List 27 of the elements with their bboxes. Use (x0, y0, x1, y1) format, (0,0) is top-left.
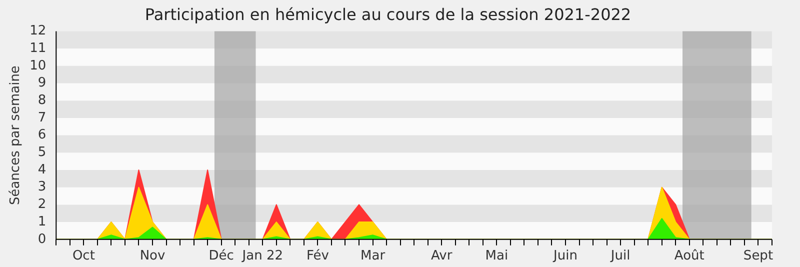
y-tick-label: 9 (38, 76, 46, 91)
y-tick-label: 3 (38, 180, 46, 195)
y-tick-label: 6 (38, 128, 46, 143)
y-tick-label: 10 (30, 58, 46, 74)
x-tick-label: Avr (431, 248, 453, 264)
x-tick-label: Déc (208, 248, 234, 264)
y-tick-label: 4 (38, 162, 46, 178)
x-tick-label: Jan 22 (241, 248, 283, 264)
x-tick-label: Mai (485, 248, 508, 264)
x-tick-label: Sept (743, 248, 774, 264)
y-tick-label: 8 (38, 92, 46, 108)
y-tick-label: 12 (30, 24, 46, 39)
x-tick-label: Août (674, 248, 704, 264)
chart-title: Participation en hémicycle au cours de la session 2021-2022 (144, 4, 632, 24)
y-tick-label: 7 (38, 110, 46, 126)
y-axis-title: Séances par semaine (8, 66, 24, 206)
x-tick-label: Fév (306, 248, 330, 264)
x-tick-label: Mar (360, 248, 386, 264)
y-tick-label: 1 (38, 214, 46, 230)
x-tick-label: Oct (72, 248, 95, 264)
x-tick-label: Juil (610, 248, 630, 264)
y-tick-label: 5 (38, 145, 46, 160)
y-tick-label: 0 (38, 232, 46, 247)
y-tick-label: 2 (38, 197, 46, 212)
x-tick-label: Juin (552, 248, 578, 264)
y-tick-label: 11 (30, 40, 46, 56)
x-tick-label: Nov (140, 248, 166, 264)
